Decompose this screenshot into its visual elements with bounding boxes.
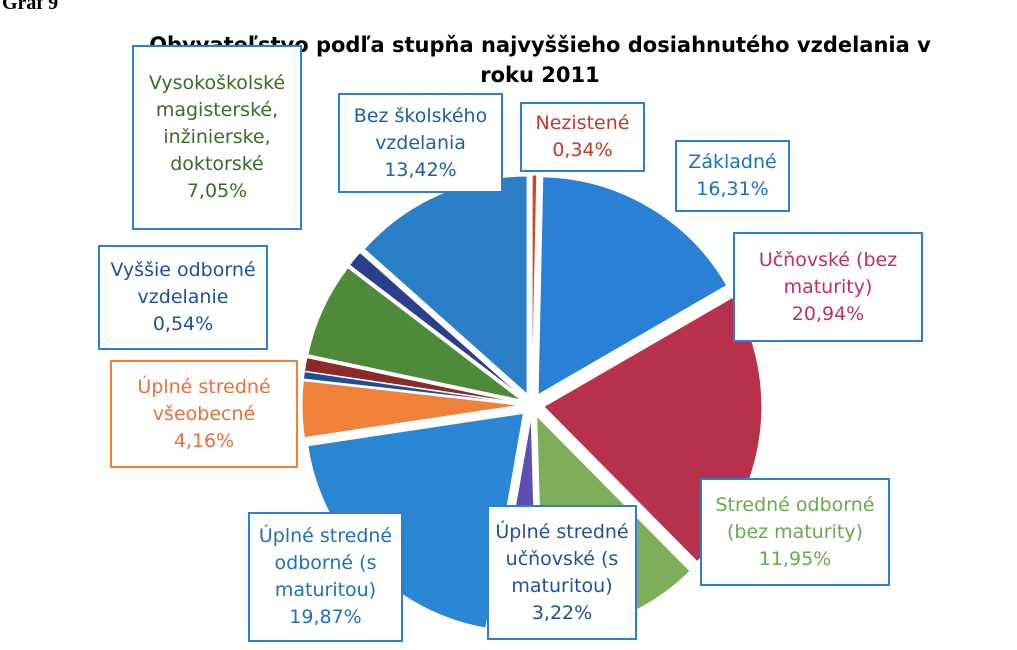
category-label: Stredné odborné (bez maturity) bbox=[715, 493, 875, 543]
category-label: Základné bbox=[688, 151, 777, 173]
pie-slice bbox=[307, 266, 522, 401]
pie-slice bbox=[301, 380, 521, 439]
slice-label: Bez školského vzdelania 13,42% bbox=[338, 93, 503, 193]
slice-label: Vyššie odborné vzdelanie 0,54% bbox=[98, 245, 268, 350]
value-label: 4,16% bbox=[173, 429, 235, 452]
slice-label: Úplné stredné učňovské (s maturitou) 3,22… bbox=[487, 505, 637, 640]
value-label: 13,42% bbox=[384, 158, 457, 181]
slice-label: Základné 16,31% bbox=[675, 140, 790, 212]
category-label: Nezistené bbox=[535, 112, 630, 134]
pie-slice bbox=[537, 176, 728, 396]
pie-slice bbox=[348, 251, 524, 398]
pie-slice bbox=[363, 175, 528, 396]
category-label: Bez školského vzdelania bbox=[353, 104, 488, 154]
value-label: 0,54% bbox=[152, 313, 214, 335]
pie-slice bbox=[302, 371, 521, 404]
category-label: Učňovské (bez maturity) bbox=[758, 248, 898, 298]
caption: Graf 9 bbox=[2, 0, 59, 14]
category-label: Úplné stredné odborné (s maturitou) bbox=[258, 525, 393, 601]
value-label: 16,31% bbox=[696, 178, 769, 200]
category-label: Vyššie odborné vzdelanie bbox=[110, 259, 256, 308]
value-label: 20,94% bbox=[791, 302, 865, 325]
pie-slice bbox=[303, 357, 521, 404]
slice-label: Úplné stredné všeobecné 4,16% bbox=[110, 360, 298, 468]
category-label: Vysokoškolské magisterské, inžinierske, … bbox=[148, 72, 286, 175]
category-label: Úplné stredné všeobecné bbox=[137, 375, 271, 425]
value-label: 7,05% bbox=[186, 180, 248, 202]
slice-label: Stredné odborné (bez maturity) 11,95% bbox=[700, 478, 890, 586]
pie-slice bbox=[531, 174, 538, 394]
value-label: 3,22% bbox=[531, 601, 593, 624]
value-label: 11,95% bbox=[758, 547, 832, 570]
slice-label: Nezistené 0,34% bbox=[520, 102, 645, 172]
value-label: 0,34% bbox=[552, 139, 613, 161]
slice-label: Úplné stredné odborné (s maturitou) 19,87… bbox=[248, 512, 403, 642]
slice-label: Vysokoškolské magisterské, inžinierske, … bbox=[132, 45, 302, 230]
value-label: 19,87% bbox=[289, 606, 362, 628]
category-label: Úplné stredné učňovské (s maturitou) bbox=[495, 520, 629, 597]
slice-label: Učňovské (bez maturity) 20,94% bbox=[733, 232, 923, 342]
